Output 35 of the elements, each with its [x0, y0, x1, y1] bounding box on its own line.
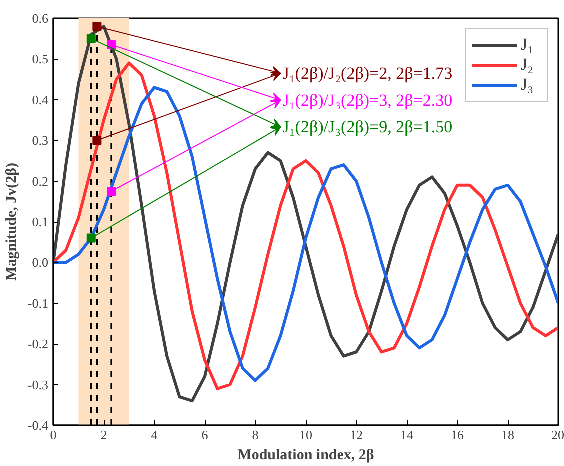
x-tick-label: 10	[300, 428, 312, 442]
y-tick-label: 0.2	[32, 174, 48, 189]
point	[92, 22, 102, 32]
x-axis-title: Modulation index, 2β	[238, 448, 374, 464]
y-tick-label: 0.6	[32, 11, 49, 26]
point	[107, 186, 116, 196]
x-tick-label: 20	[552, 428, 564, 442]
point	[86, 34, 96, 44]
y-tick-label: -0.1	[28, 296, 49, 311]
y-axis-title: Magnitude, Jv(2β)	[4, 163, 20, 281]
x-tick-label: 8	[252, 428, 259, 442]
y-tick-label: -0.2	[28, 336, 49, 352]
x-tick-label: 4	[151, 428, 158, 442]
annotation: J₁(2β)/J₃(2β)=9, 2β=1.50	[282, 118, 453, 137]
x-tick-label: 12	[350, 428, 363, 442]
y-tick-label: 0.3	[32, 133, 48, 148]
y-tick-label: 0.5	[32, 52, 48, 67]
x-tick-label: 14	[400, 428, 414, 442]
x-tick-label: 0	[50, 428, 57, 442]
y-tick-label: -0.3	[28, 377, 49, 392]
x-tick-label: 2	[100, 428, 108, 442]
annotation: J₁(2β)/J₂(2β)=2, 2β=1.73	[282, 64, 453, 83]
y-tick-label: 0.0	[32, 255, 48, 270]
point	[86, 234, 96, 243]
legend-label: J₃	[521, 75, 535, 95]
legend-label: J₁	[521, 35, 535, 55]
x-tick-label: 6	[202, 428, 209, 442]
y-tick-label: 0.4	[32, 92, 49, 108]
y-tick-label: -0.4	[28, 418, 49, 433]
y-tick-label: 0.1	[32, 214, 48, 230]
x-tick-label: 18	[502, 428, 514, 442]
point	[92, 136, 102, 146]
legend-label: J₂	[521, 55, 535, 75]
annotation: J₁(2β)/J₃(2β)=3, 2β=2.30	[282, 90, 453, 110]
x-tick-label: 16	[451, 428, 464, 442]
